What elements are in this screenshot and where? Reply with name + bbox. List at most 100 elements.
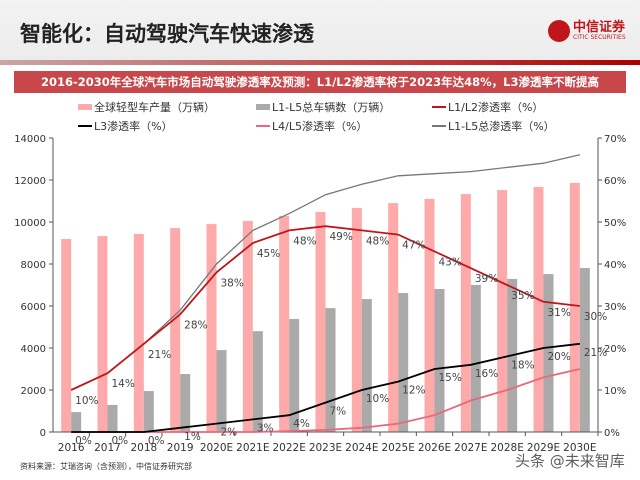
y-right-tick-label: 10% — [604, 386, 626, 397]
legend-l1l2: L1/L2渗透率（%） — [432, 99, 543, 115]
bar-l1l5-count — [143, 391, 154, 432]
y-right-tick-label: 40% — [604, 260, 626, 271]
y-left-tick-label: 2000 — [21, 386, 46, 397]
bar-l1l5-count — [71, 412, 82, 432]
bar-production — [133, 233, 144, 432]
watermark: 头条 @未来智库 — [515, 452, 625, 470]
x-tick-label: 2028E — [490, 442, 523, 454]
x-tick-label: 2030E — [563, 442, 596, 454]
y-left-tick-label: 12000 — [14, 176, 46, 187]
data-label-l1l2: 14% — [112, 378, 135, 390]
y-right-tick-label: 60% — [604, 176, 626, 187]
data-label-l1l2: 28% — [184, 319, 207, 331]
bar-production — [569, 182, 580, 432]
line-l4l5 — [71, 368, 581, 433]
data-label-l3: 20% — [548, 351, 571, 363]
bar-l1l5-count — [289, 319, 300, 432]
data-label-l1l2: 10% — [75, 395, 98, 407]
data-label-l1l2: 49% — [330, 231, 353, 243]
bar-l1l5-count — [398, 292, 409, 432]
legend-l1l5-count: L1-L5总车辆数（万辆） — [256, 99, 390, 115]
data-label-l3: 4% — [293, 418, 310, 430]
bar-l1l5-count — [216, 350, 227, 432]
data-label-l1l2: 47% — [402, 240, 425, 252]
bar-production — [170, 228, 181, 432]
data-label-l3: 7% — [330, 406, 347, 418]
x-tick-label: 2026E — [418, 442, 451, 454]
data-label-l1l2: 45% — [257, 248, 280, 260]
bar-l1l5-count — [325, 308, 336, 432]
data-label-l1l2: 43% — [439, 256, 462, 268]
y-left-tick-label: 10000 — [14, 218, 46, 229]
data-label-l3: 10% — [366, 393, 389, 405]
divider — [0, 60, 640, 65]
data-label-l1l2: 35% — [511, 290, 534, 302]
source-note: 资料来源：艾瑞咨询（含预测），中信证券研究部 — [20, 462, 192, 471]
y-left-tick-label: 4000 — [21, 344, 46, 355]
data-label-l3: 21% — [584, 347, 607, 359]
bar-production — [351, 207, 362, 432]
data-label-l1l2: 21% — [148, 349, 171, 361]
bar-production — [279, 215, 290, 432]
bar-l1l5-count — [470, 285, 481, 432]
bar-l1l5-count — [252, 331, 263, 432]
bar-production — [497, 190, 508, 432]
data-label-l3: 0% — [148, 435, 165, 447]
bar-production — [424, 198, 435, 432]
data-label-l3: 0% — [112, 435, 129, 447]
data-label-l1l2: 48% — [366, 235, 389, 247]
header-bar — [0, 0, 640, 60]
line-l1l5-total — [70, 154, 580, 391]
bar-production — [242, 220, 253, 432]
y-right-tick-label: 50% — [604, 218, 626, 229]
data-label-l3: 0% — [75, 435, 92, 447]
bar-production — [315, 211, 326, 432]
x-tick-label: 2027E — [454, 442, 487, 454]
bar-l1l5-count — [361, 299, 372, 432]
y-right-tick-label: 20% — [604, 344, 626, 355]
data-label-l3: 16% — [475, 368, 498, 380]
y-left-tick-label: 8000 — [21, 260, 46, 271]
bar-production — [206, 224, 217, 432]
x-tick-label: 2018 — [130, 442, 157, 454]
data-label-l1l2: 31% — [548, 307, 571, 319]
data-label-l3: 12% — [402, 385, 425, 397]
data-label-l1l2: 39% — [475, 273, 498, 285]
x-tick-label: 2020E — [200, 442, 233, 454]
y-right-tick-label: 70% — [604, 134, 626, 145]
bar-production — [460, 194, 471, 432]
y-left-tick-label: 6000 — [21, 302, 46, 313]
bar-l1l5-count — [579, 267, 590, 432]
logo-cn: 中信证券 — [573, 19, 626, 35]
bar-production — [97, 236, 108, 432]
x-tick-label: 2016 — [58, 442, 85, 454]
bar-l1l5-count — [107, 404, 118, 432]
bar-production — [388, 203, 399, 432]
legend-l1l5-rate: L1-L5总渗透率（%） — [432, 118, 555, 134]
legend-l4l5: L4/L5渗透率（%） — [256, 118, 367, 134]
legend-l3: L3渗透率（%） — [78, 118, 173, 134]
bar-production — [61, 239, 72, 432]
data-label-l1l2: 30% — [584, 311, 607, 323]
y-left-tick-label: 14000 — [14, 134, 46, 145]
data-label-l3: 15% — [439, 372, 462, 384]
line-l3 — [71, 342, 580, 433]
y-right-tick-label: 0% — [604, 428, 620, 439]
line-l1l2 — [70, 225, 580, 391]
logo-en: CITIC SECURITIES — [573, 33, 626, 41]
x-tick-label: 2021E — [236, 442, 269, 454]
chart-title-band: 2016-2030年全球汽车市场自动驾驶渗透率及预测：L1/L2渗透率将于202… — [14, 71, 626, 93]
page-title: 智能化：自动驾驶汽车快速渗透 — [20, 22, 314, 46]
bar-l1l5-count — [434, 288, 445, 432]
data-label-l1l2: 38% — [221, 277, 244, 289]
x-tick-label: 2022E — [272, 442, 305, 454]
y-left-tick-label: 0 — [40, 428, 46, 439]
citic-logo-icon — [548, 20, 570, 42]
x-tick-label: 2029E — [527, 442, 560, 454]
x-tick-label: 2023E — [309, 442, 342, 454]
y-right-tick-label: 30% — [604, 302, 626, 313]
x-tick-label: 2017 — [94, 442, 121, 454]
x-tick-label: 2025E — [381, 442, 414, 454]
bar-l1l5-count — [543, 274, 554, 432]
